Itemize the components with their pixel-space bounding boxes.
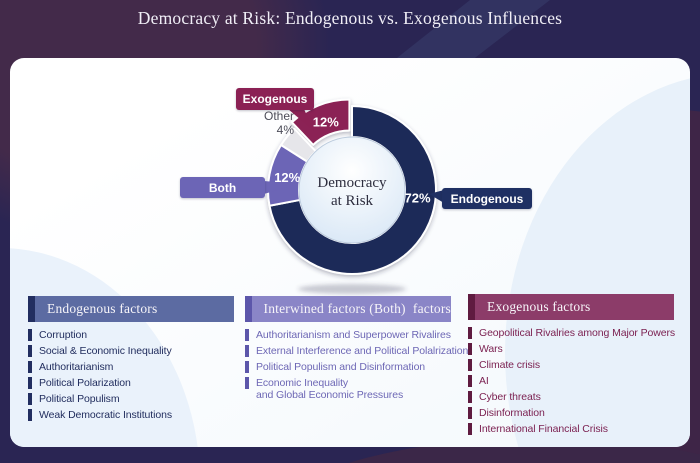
bullet-bar	[28, 377, 32, 389]
header-bar: Exogenous factors	[475, 294, 674, 320]
other-slice-label: Other 4%	[236, 109, 294, 137]
list-item-label: Geopolitical Rivalries among Major Power…	[479, 327, 676, 339]
bullet-bar	[468, 423, 472, 435]
list-items: Corruption Social & Economic Inequality Au…	[28, 329, 234, 421]
list-item-label: Economic Inequality and Global Economic …	[256, 377, 404, 401]
exogenous-factors-list: Exogenous factors Geopolitical Rivalries…	[468, 294, 676, 439]
list-item-label: Wars	[479, 343, 503, 355]
both-slice-label: Both	[180, 177, 265, 198]
bullet-bar	[468, 375, 472, 387]
list-item: Wars	[468, 343, 674, 355]
other-label-text: Other	[263, 109, 294, 123]
header-bar: Interwined factors (Both) factors	[251, 296, 451, 322]
list-item: Weak Democratic Institutions	[28, 409, 234, 421]
exogenous-slice-label: Exogenous	[236, 88, 314, 110]
both-factors-list: Interwined factors (Both) factors Author…	[245, 296, 468, 405]
list-item: Climate crisis	[468, 359, 674, 371]
bullet-bar	[468, 359, 472, 371]
list-item: International Financial Crisis	[468, 423, 674, 435]
bullet-bar	[468, 391, 472, 403]
list-item-label: External Interference and Political Pola…	[256, 345, 469, 357]
bullet-bar	[468, 343, 472, 355]
list-item: Corruption	[28, 329, 234, 341]
list-item-label: Authoritarianism and Superpower Rivalire…	[256, 329, 451, 341]
bullet-bar	[245, 377, 249, 389]
list-header: Endogenous factors	[28, 296, 234, 322]
other-label-value: 4%	[276, 122, 294, 137]
list-item-label: Disinformation	[479, 407, 545, 419]
header-accent-bar	[245, 296, 252, 322]
list-item-label: Cyber threats	[479, 391, 541, 403]
list-item-label: Political Populism	[39, 393, 120, 405]
page-title: Democracy at Risk: Endogenous vs. Exogen…	[137, 8, 563, 28]
list-items: Authoritarianism and Superpower Rivalire…	[245, 329, 468, 401]
header-accent-bar	[468, 294, 475, 320]
bullet-bar	[468, 407, 472, 419]
list-header-label: Exogenous factors	[487, 299, 591, 314]
bullet-bar	[468, 327, 472, 339]
list-header-label: Interwined factors (Both) factors	[263, 301, 451, 316]
list-item: Disinformation	[468, 407, 674, 419]
bullet-bar	[28, 361, 32, 373]
bullet-bar	[245, 361, 249, 373]
bullet-bar	[28, 329, 32, 341]
list-item: Social & Economic Inequality	[28, 345, 234, 357]
list-item: Authoritarianism and Superpower Rivalire…	[245, 329, 451, 341]
list-item-label: Political Populism and Disinformation	[256, 361, 426, 373]
list-item-label: Corruption	[39, 329, 88, 341]
list-item: Economic Inequality and Global Economic …	[245, 377, 451, 401]
bullet-bar	[28, 409, 32, 421]
list-item: Cyber threats	[468, 391, 674, 403]
list-item: Authoritarianism	[28, 361, 234, 373]
list-item-label: International Financial Crisis	[479, 423, 608, 435]
list-item: External Interference and Political Pola…	[245, 345, 468, 357]
bullet-bar	[245, 329, 249, 341]
list-item: Political Populism and Disinformation	[245, 361, 451, 373]
list-items: Geopolitical Rivalries among Major Power…	[468, 327, 676, 435]
list-header: Exogenous factors	[468, 294, 674, 320]
list-item-label: Authoritarianism	[39, 361, 114, 373]
endogenous-factors-list: Endogenous factors Corruption Social & Ec…	[28, 296, 234, 425]
list-item: Political Polarization	[28, 377, 234, 389]
header-bar: Endogenous factors	[35, 296, 234, 322]
list-item: Geopolitical Rivalries among Major Power…	[468, 327, 676, 339]
list-item: AI	[468, 375, 674, 387]
list-header-label: Endogenous factors	[47, 301, 158, 316]
list-item-label: Climate crisis	[479, 359, 541, 371]
list-item: Political Populism	[28, 393, 234, 405]
bullet-bar	[245, 345, 249, 357]
endogenous-slice-label: Endogenous	[442, 188, 532, 209]
list-header: Interwined factors (Both) factors	[245, 296, 451, 322]
list-item-label: AI	[479, 375, 489, 387]
list-item-label: Political Polarization	[39, 377, 131, 389]
list-item-label: Social & Economic Inequality	[39, 345, 172, 357]
bullet-bar	[28, 393, 32, 405]
list-item-label: Weak Democratic Institutions	[39, 409, 172, 421]
bullet-bar	[28, 345, 32, 357]
header-accent-bar	[28, 296, 35, 322]
